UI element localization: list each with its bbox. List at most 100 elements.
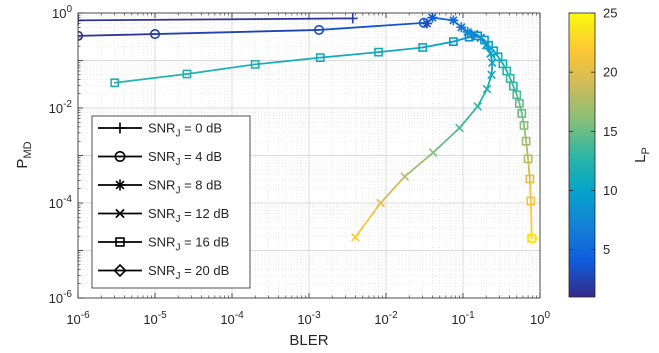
colorbar-tick-label: 25 — [603, 6, 617, 21]
x-tick-label: 10-4 — [220, 310, 244, 327]
series-layer — [78, 13, 539, 245]
series-segment — [476, 88, 488, 108]
colorbar: 5 10 15 20 25 LP — [568, 6, 652, 298]
y-tick-exponent: 0 — [66, 4, 72, 15]
legend-label-prefix: SNR — [148, 263, 175, 278]
y-tick-label: 10-2 — [49, 99, 73, 116]
data-point — [418, 43, 428, 52]
legend-item-circle: SNRJ = 4 dB — [98, 149, 222, 168]
x-tick-label: 100 — [530, 310, 550, 327]
legend-label-suffix: = 8 dB — [180, 178, 222, 193]
series-segment — [377, 46, 424, 54]
colorbar-label-main: L — [632, 155, 649, 163]
legend-label-prefix: SNR — [148, 149, 175, 164]
legend-label: SNRJ = 16 dB — [148, 235, 229, 254]
colorbar-tick-label: 5 — [603, 242, 610, 257]
data-point — [493, 52, 503, 62]
legend-label-suffix: = 20 dB — [180, 263, 229, 278]
data-point — [110, 78, 120, 88]
series-segment — [78, 33, 156, 37]
series-segment — [490, 61, 494, 76]
x-tick-label: 10-5 — [143, 310, 167, 327]
series-segment — [254, 56, 322, 66]
data-point — [250, 59, 260, 69]
series-segment — [319, 51, 380, 59]
y-tick-label: 10-6 — [49, 289, 73, 306]
data-point — [517, 108, 527, 118]
data-point — [525, 174, 535, 184]
x-tick-label: 10-3 — [297, 310, 321, 327]
x-axis-label: BLER — [289, 332, 328, 349]
legend-label: SNRJ = 8 dB — [148, 178, 222, 197]
y-tick-exponent: -4 — [63, 194, 72, 205]
y-tick-base: 10 — [52, 6, 66, 21]
data-point — [526, 196, 536, 206]
series-segment — [529, 200, 533, 240]
data-point — [523, 154, 533, 164]
legend-marker-asterisk-icon — [114, 179, 126, 191]
x-tick-exponent: -3 — [312, 310, 321, 321]
x-tick-exponent: 0 — [544, 310, 550, 321]
series-segment — [318, 21, 425, 31]
series-segment — [354, 202, 382, 239]
colorbar-gradient — [569, 13, 595, 297]
y-axis-label-main: P — [14, 159, 31, 169]
series-segment — [523, 124, 528, 143]
legend-box — [91, 115, 251, 289]
tick-marks — [77, 12, 541, 299]
legend-label-sub: J — [175, 129, 180, 140]
x-tick-exponent: -1 — [466, 310, 475, 321]
data-point — [400, 172, 410, 181]
colorbar-tick-label: 15 — [603, 124, 617, 139]
data-point — [421, 18, 432, 29]
data-point — [374, 47, 383, 57]
data-point — [78, 30, 84, 41]
series-segment — [432, 127, 461, 154]
y-axis-label: PMD — [14, 141, 34, 168]
data-point — [473, 102, 482, 111]
series-diamond — [526, 232, 539, 245]
data-point — [456, 22, 467, 33]
x-tick-label: 10-2 — [374, 310, 398, 327]
data-point — [464, 32, 474, 42]
legend-item-diamond: SNRJ = 20 dB — [98, 263, 229, 282]
y-tick-exponent: -6 — [63, 289, 72, 300]
legend-label-prefix: SNR — [148, 178, 175, 193]
data-point — [351, 232, 360, 242]
legend-item-plus: SNRJ = 0 dB — [98, 121, 222, 140]
data-point — [519, 121, 529, 130]
x-tick-base: 10 — [374, 312, 388, 327]
x-tick-labels: 10-6 10-5 10-4 10-3 10-2 10-1 100 — [66, 310, 550, 327]
legend-label-suffix: = 0 dB — [180, 121, 222, 136]
colorbar-tick-label: 20 — [603, 65, 617, 80]
x-tick-label: 10-6 — [66, 310, 90, 327]
legend-label-suffix: = 4 dB — [180, 149, 222, 164]
data-point — [508, 81, 518, 91]
legend-label-prefix: SNR — [148, 206, 175, 221]
data-point — [182, 69, 192, 79]
legend-label: SNRJ = 12 dB — [148, 206, 229, 225]
data-point — [448, 15, 459, 26]
y-tick-label: 10-4 — [49, 194, 73, 211]
colorbar-frame — [568, 12, 596, 298]
data-point — [487, 70, 496, 80]
y-tick-base: 10 — [49, 291, 63, 306]
legend-marker-diamond-icon — [113, 263, 127, 278]
data-point — [78, 15, 83, 26]
x-tick-base: 10 — [66, 312, 80, 327]
series-segment — [518, 102, 523, 115]
series-plus — [78, 13, 358, 26]
series-square — [110, 31, 537, 243]
series-segment — [186, 63, 257, 75]
x-tick-base: 10 — [143, 312, 157, 327]
data-point — [313, 24, 325, 35]
x-tick-base: 10 — [297, 312, 311, 327]
legend-label: SNRJ = 0 dB — [148, 121, 222, 140]
y-axis-label-sub: MD — [22, 141, 34, 158]
legend-label-suffix: = 16 dB — [180, 235, 229, 250]
data-point — [521, 136, 531, 146]
colorbar-label-sub: P — [640, 147, 652, 154]
